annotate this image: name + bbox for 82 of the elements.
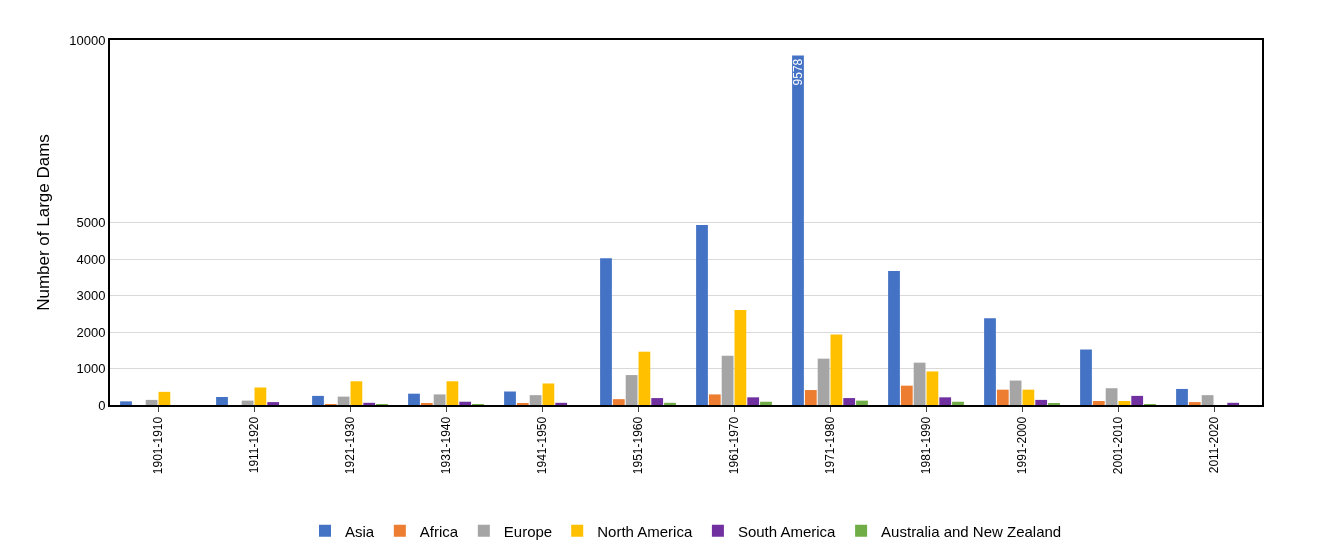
- bar: [1131, 395, 1144, 405]
- legend-label: South America: [737, 522, 837, 540]
- legend-label: North America: [597, 522, 693, 540]
- bar: [459, 401, 472, 405]
- x-tick-label: 1961-1970: [726, 416, 741, 475]
- bar: [145, 399, 158, 405]
- x-tick-label: 1991-2000: [1014, 416, 1029, 475]
- y-tick-label: 1000: [76, 361, 106, 377]
- x-tick-label: 1911-1920: [246, 416, 261, 474]
- bar: [1022, 389, 1035, 405]
- bar: [555, 402, 568, 405]
- bar: [267, 402, 280, 405]
- x-tick-label: 1931-1940: [438, 416, 453, 475]
- legend-label: Europe: [503, 522, 553, 540]
- bar: [529, 395, 542, 405]
- bar: [1035, 399, 1048, 405]
- y-tick-label: 4000: [76, 251, 106, 267]
- y-tick-label: 0: [98, 397, 106, 413]
- legend-label: Asia: [345, 522, 375, 540]
- bar: [664, 402, 676, 405]
- bar: [408, 393, 420, 405]
- bar: [1176, 388, 1188, 405]
- bar: [1118, 400, 1131, 405]
- bar: [504, 391, 516, 405]
- bar: [792, 55, 804, 405]
- bar: [1105, 388, 1118, 405]
- y-axis-title: Number of Large Dams: [34, 134, 54, 311]
- bar: [734, 310, 747, 405]
- y-tick-label: 5000: [76, 215, 106, 231]
- bar: [900, 385, 913, 405]
- bar: [984, 318, 996, 405]
- bar: [817, 358, 830, 405]
- bar: [612, 399, 625, 405]
- bar: [721, 355, 734, 405]
- bar: [312, 395, 324, 405]
- bar: [1201, 395, 1214, 405]
- x-tick-label: 1971-1980: [822, 416, 837, 475]
- y-tick-label: 2000: [76, 324, 106, 340]
- bar: [363, 402, 376, 405]
- bar: [856, 400, 868, 405]
- bar: [830, 334, 843, 405]
- bar: [1009, 380, 1022, 405]
- x-tick-label: 1941-1950: [534, 416, 549, 475]
- bar: [696, 225, 708, 405]
- bar: [433, 394, 446, 405]
- bar: [913, 362, 926, 405]
- data-label: 9578: [791, 58, 805, 86]
- bar: [1188, 402, 1201, 405]
- bar: [952, 401, 964, 405]
- legend-label: Australia and New Zealand: [881, 522, 1062, 540]
- bar: [1227, 402, 1240, 405]
- bar: [1092, 400, 1105, 405]
- bar: [760, 401, 772, 405]
- bar: [747, 397, 760, 405]
- bar: [600, 258, 612, 405]
- x-tick-label: 1981-1990: [918, 416, 933, 475]
- x-tick-label: 2011-2020: [1206, 416, 1221, 474]
- bar: [939, 397, 952, 405]
- bar: [120, 401, 132, 405]
- bar: [625, 375, 638, 405]
- legend-label: Africa: [419, 522, 459, 540]
- x-tick-label: 2001-2010: [1110, 416, 1125, 475]
- bar: [708, 394, 721, 405]
- bar: [254, 387, 267, 405]
- bar: [158, 391, 171, 405]
- bar: [446, 381, 459, 405]
- bar: [1080, 349, 1092, 405]
- bar: [926, 371, 939, 405]
- x-tick-label: 1901-1910: [150, 416, 165, 475]
- y-tick-label: 10000: [69, 32, 106, 48]
- bar: [996, 389, 1009, 405]
- x-tick-label: 1951-1960: [630, 416, 645, 475]
- x-tick-label: 1921-1930: [342, 416, 357, 475]
- bar: [542, 383, 555, 405]
- bar: [804, 390, 817, 405]
- bar: [651, 398, 664, 405]
- y-tick-label: 3000: [76, 288, 106, 304]
- bar: [216, 396, 228, 405]
- bar: [350, 381, 363, 405]
- bar: [888, 271, 900, 405]
- bar: [843, 398, 856, 405]
- bar: [638, 351, 651, 405]
